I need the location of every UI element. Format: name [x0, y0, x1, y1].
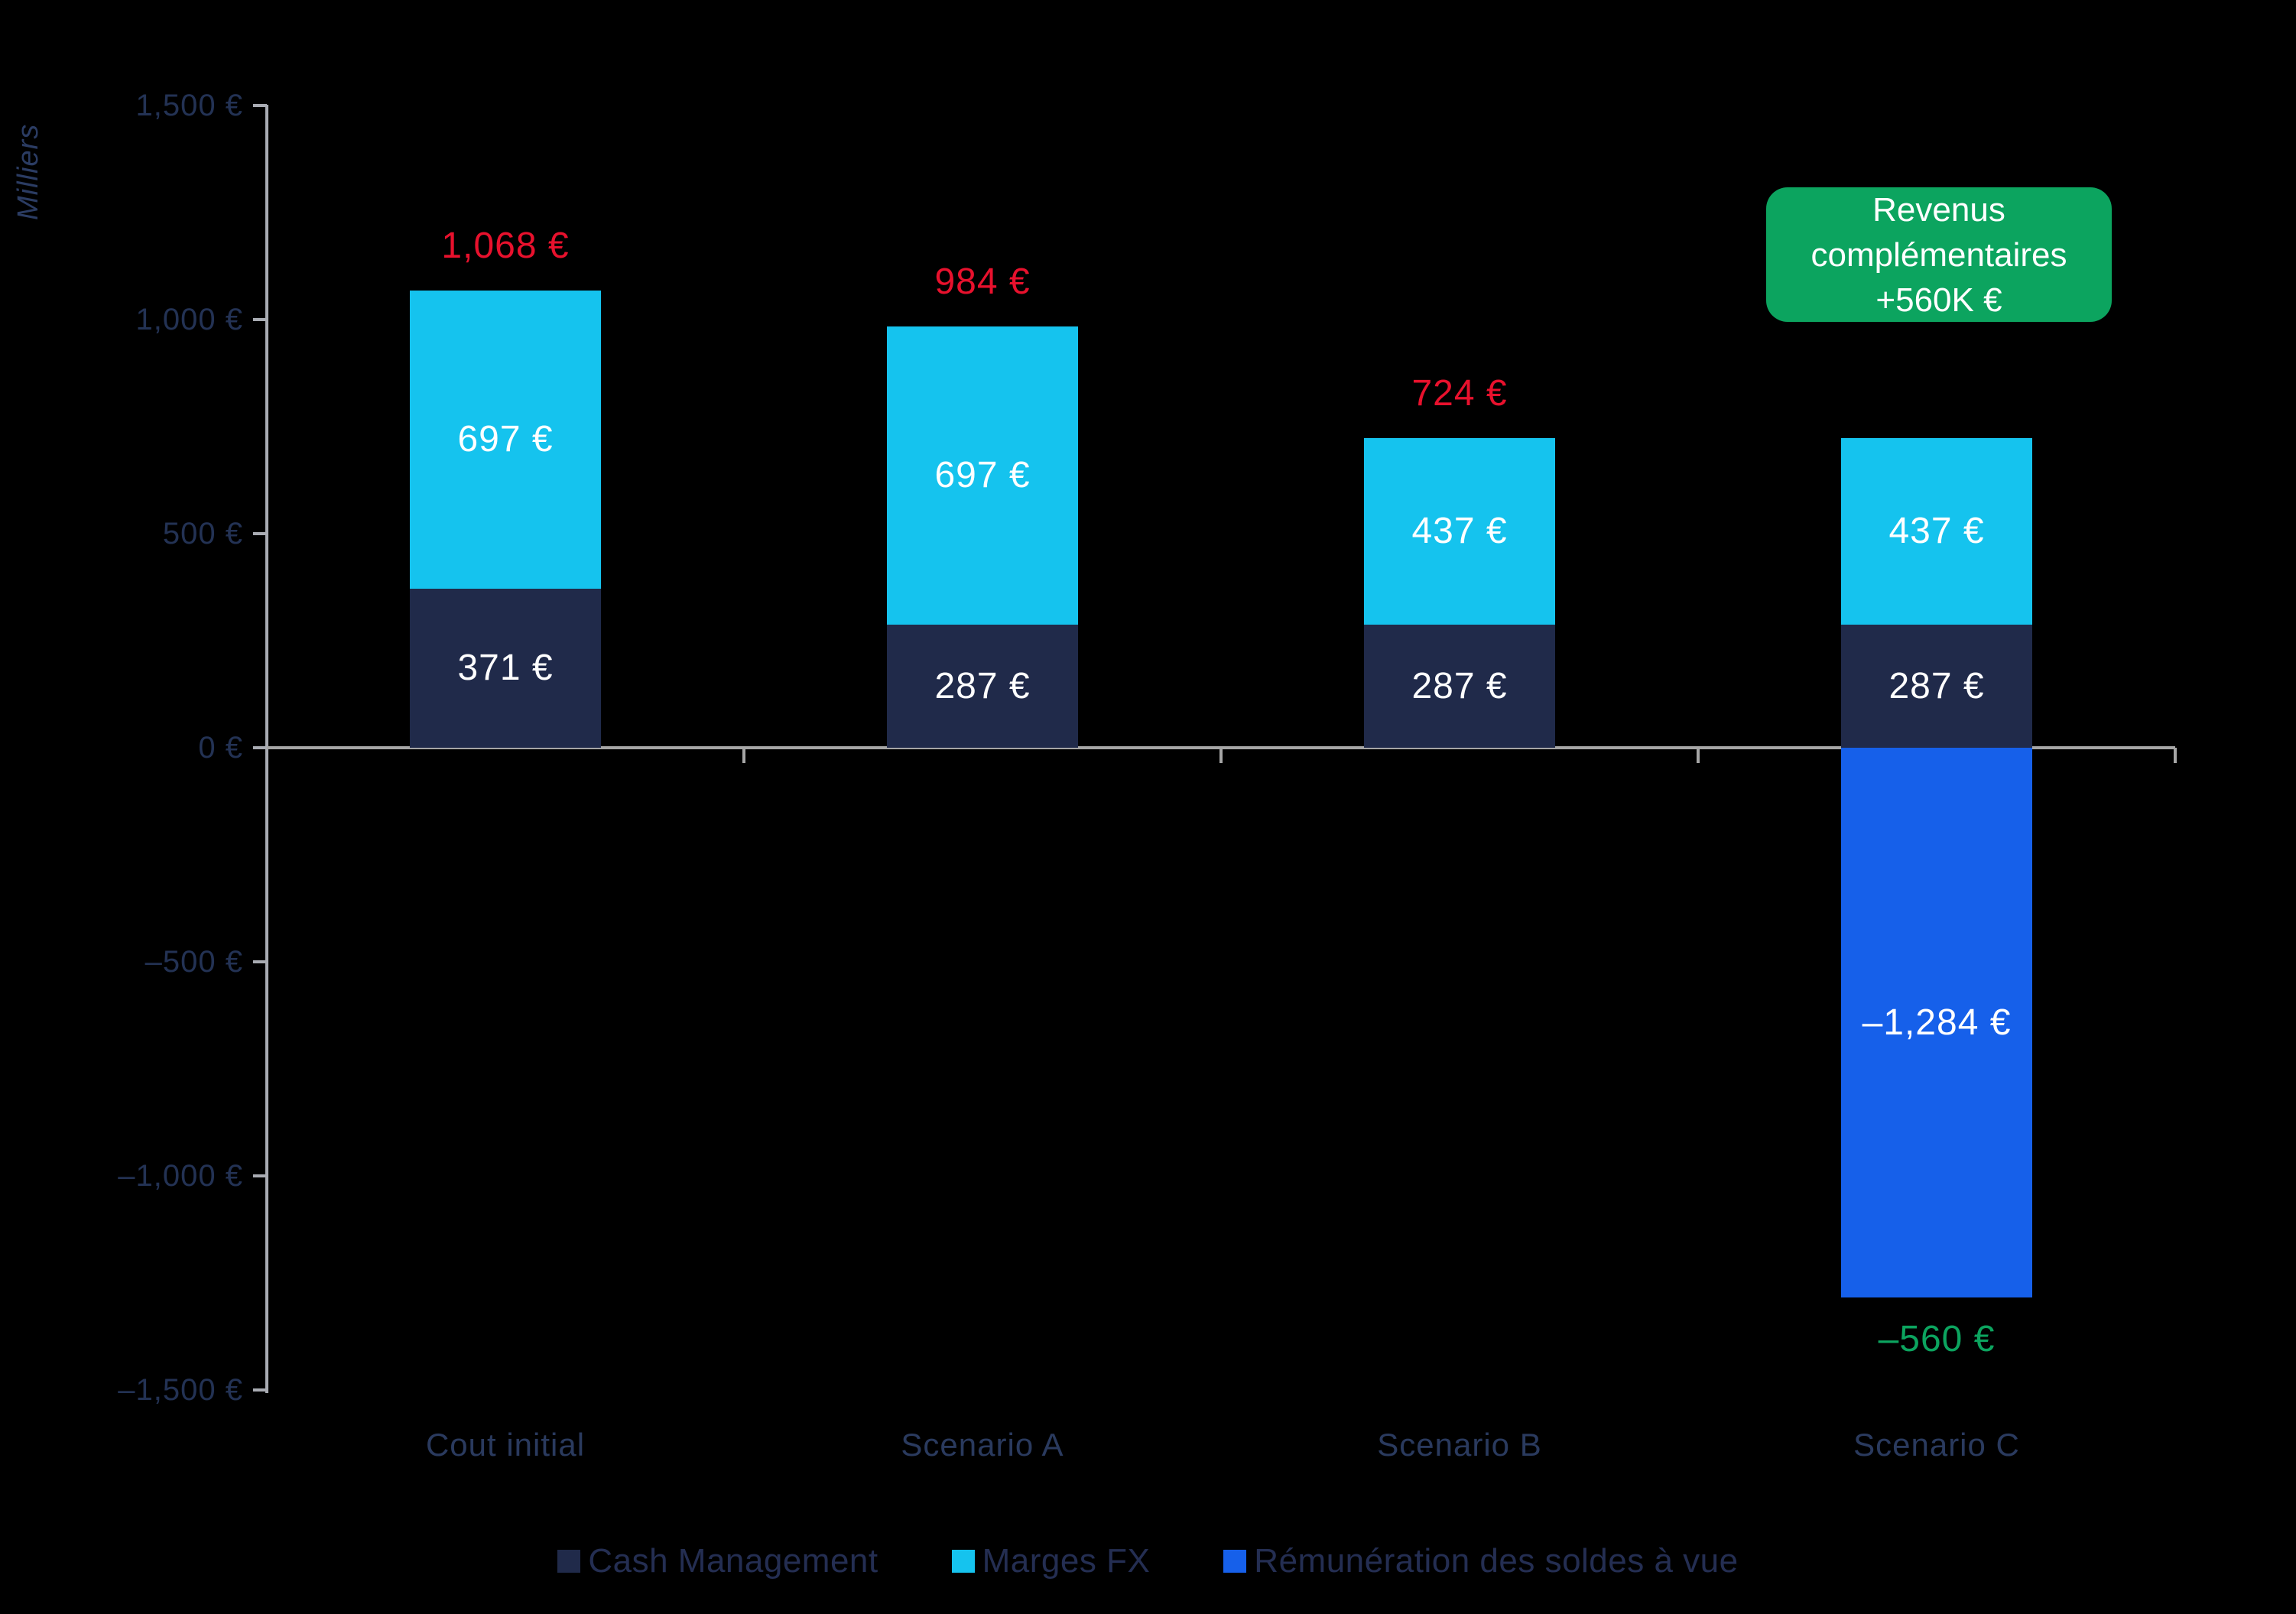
total-label-scenario-c: –560 € [1878, 1319, 1996, 1360]
x-axis-category-label: Scenario A [901, 1427, 1064, 1463]
y-axis-tick [253, 104, 267, 107]
bar-segment-value: 437 € [1888, 510, 1985, 551]
x-axis-category-label: Scenario C [1853, 1427, 2020, 1463]
bar-segment-cash-management [1841, 625, 2032, 748]
y-axis-tick [253, 1388, 267, 1392]
bar-segment-value: 371 € [457, 648, 554, 689]
bar-segment-marges-fx [410, 290, 601, 589]
y-axis-unit-label: Milliers [12, 123, 44, 220]
x-axis-category-tick [1697, 748, 1700, 763]
legend-marker-cash-management [557, 1550, 581, 1573]
y-axis-tick [253, 746, 267, 749]
y-axis-tick-label: 1,000 € [135, 303, 243, 336]
x-axis-category-tick [1219, 748, 1223, 763]
bar-segment-value: 287 € [1888, 665, 1985, 706]
y-axis-tick-label: 1,500 € [135, 89, 243, 122]
y-axis-tick [253, 318, 267, 321]
legend-marker-r-mun-ration-des-soldes-vue [1223, 1550, 1247, 1573]
legend-marker-marges-fx [951, 1550, 975, 1573]
total-label-scenario-a: 984 € [934, 261, 1031, 302]
legend-item-marges-fx: Marges FX [951, 1542, 1151, 1580]
bar-segment-value: 287 € [1411, 665, 1508, 706]
annotation-box: Revenus complémentaires +560K € [1766, 187, 2112, 322]
bar-segment-marges-fx [887, 326, 1078, 625]
y-axis-tick-label: –500 € [145, 945, 243, 979]
bar-segment-cash-management [1364, 625, 1555, 748]
annotation-line: Revenus [1872, 190, 2005, 229]
legend-label: Rémunération des soldes à vue [1254, 1542, 1739, 1580]
legend-label: Cash Management [588, 1542, 878, 1580]
bar-segment-marges-fx [1841, 437, 2032, 625]
y-axis-tick-label: 0 € [198, 731, 243, 765]
y-axis-tick-label: –1,000 € [118, 1159, 243, 1193]
x-axis-category-label: Cout initial [425, 1427, 586, 1463]
chart-legend: Cash Management Marges FX Rémunération des… [0, 1538, 2296, 1584]
bar-segment-value: 697 € [934, 455, 1031, 496]
bar-segment-cash-management [410, 589, 601, 748]
y-axis-tick-label: 500 € [162, 517, 243, 550]
bar-segment-value: –1,284 € [1862, 1002, 2012, 1043]
y-axis-tick [253, 1174, 267, 1177]
bar-segment-r-mun-ration-des-soldes-vue [1841, 748, 2032, 1298]
legend-item-r-mun-ration-des-soldes-vue: Rémunération des soldes à vue [1223, 1542, 1738, 1580]
bar-segment-value: 437 € [1411, 510, 1508, 551]
y-axis-tick [253, 532, 267, 535]
bar-segment-cash-management [887, 625, 1078, 748]
total-label-cout-initial: 1,068 € [441, 225, 570, 266]
annotation-line: +560K € [1875, 281, 2002, 319]
y-axis-tick-label: –1,500 € [118, 1373, 243, 1407]
annotation-line: complémentaires [1810, 235, 2067, 274]
total-label-scenario-b: 724 € [1411, 372, 1508, 414]
bar-segment-marges-fx [1364, 437, 1555, 625]
x-axis-category-label: Scenario B [1377, 1427, 1542, 1463]
legend-label: Marges FX [982, 1542, 1151, 1580]
y-axis-tick [253, 960, 267, 963]
legend-item-cash-management: Cash Management [557, 1542, 878, 1580]
x-axis-category-tick [2174, 748, 2177, 763]
bar-segment-value: 287 € [934, 665, 1031, 706]
x-axis-category-tick [742, 748, 745, 763]
bar-segment-value: 697 € [457, 419, 554, 460]
